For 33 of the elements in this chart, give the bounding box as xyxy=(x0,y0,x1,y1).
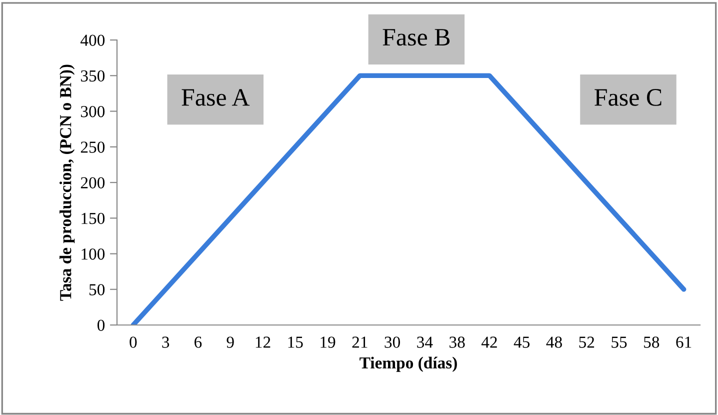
x-tick-label: 9 xyxy=(226,336,234,348)
y-tick-label: 350 xyxy=(80,70,105,82)
x-tick-label: 19 xyxy=(320,336,336,348)
y-tick-label: 150 xyxy=(82,212,105,224)
x-tick-label: 0 xyxy=(130,336,137,348)
y-tick-label: 200 xyxy=(80,177,105,188)
x-tick-label: 55 xyxy=(612,336,627,348)
x-tick-label: 12 xyxy=(256,336,270,348)
y-tick-label: 100 xyxy=(82,248,105,260)
x-tick-label: 34 xyxy=(417,336,433,348)
y-tick-label: 400 xyxy=(80,34,105,46)
line-series xyxy=(130,73,686,325)
y-tick-label: 0 xyxy=(97,320,105,331)
x-tick-label: 6 xyxy=(194,336,202,348)
x-tick-label: 52 xyxy=(579,336,594,348)
y-tick-label: 250 xyxy=(80,142,105,153)
x-tick-label: 45 xyxy=(514,336,530,348)
x-tick-label: 3 xyxy=(162,336,170,348)
x-tick-label: 30 xyxy=(384,336,400,348)
x-tick-label: 15 xyxy=(288,336,303,348)
x-tick-label: 48 xyxy=(546,336,562,348)
x-tick-label: 38 xyxy=(450,336,465,348)
annotation: Fase C xyxy=(594,89,662,106)
y-axis-title: Tasa de produccion, (PCN o BN)) xyxy=(60,64,75,301)
annotation: Fase A xyxy=(182,89,250,106)
y-tick-label: 50 xyxy=(89,284,105,296)
x-tick-label: 21 xyxy=(352,336,368,348)
annotation: Fase B xyxy=(382,29,450,46)
x-axis-title: Tiempo (días) xyxy=(360,356,457,372)
x-tick-label: 42 xyxy=(481,336,497,348)
x-tick-label: 61 xyxy=(676,336,692,348)
y-tick-label: 300 xyxy=(80,106,105,118)
x-tick-label: 58 xyxy=(644,336,660,348)
